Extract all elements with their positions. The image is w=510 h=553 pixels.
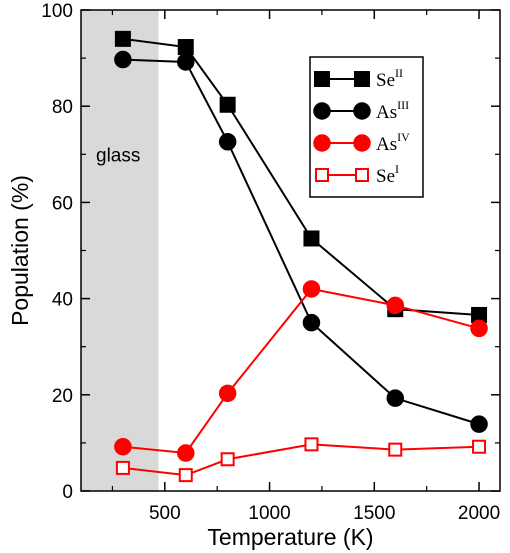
legend-label: SeI bbox=[376, 162, 399, 187]
series-line bbox=[122, 58, 480, 426]
legend-marker bbox=[353, 102, 371, 120]
y-tick-label: 80 bbox=[52, 97, 73, 118]
x-axis-title: Temperature (K) bbox=[207, 524, 373, 550]
legend-label-superscript: I bbox=[395, 162, 399, 176]
data-point bbox=[177, 39, 194, 56]
data-point bbox=[114, 437, 132, 456]
data-point bbox=[114, 50, 132, 69]
data-point bbox=[220, 452, 235, 467]
y-tick-label: 0 bbox=[62, 482, 73, 503]
x-tick-label: 1000 bbox=[248, 503, 290, 524]
legend-entry: AsIV bbox=[313, 130, 410, 155]
legend-marker bbox=[315, 168, 329, 182]
legend-label-superscript: IV bbox=[397, 130, 410, 144]
legend-marker bbox=[355, 168, 369, 182]
legend-marker bbox=[353, 134, 371, 152]
y-tick-label: 100 bbox=[41, 1, 73, 22]
legend-entry: SeI bbox=[315, 162, 399, 187]
legend-marker bbox=[314, 71, 330, 87]
data-point bbox=[470, 319, 488, 338]
y-tick-label: 60 bbox=[52, 193, 73, 214]
data-point bbox=[115, 460, 130, 475]
legend-label-superscript: II bbox=[395, 66, 403, 80]
glass-region-label: glass bbox=[96, 146, 140, 167]
series-line bbox=[122, 37, 480, 316]
data-point bbox=[218, 133, 237, 151]
series-layer bbox=[114, 30, 488, 483]
axes: 500 1000 1500 2000 0 20 40 60 80 100 bbox=[41, 1, 500, 524]
series-2 bbox=[114, 280, 488, 462]
data-point bbox=[386, 296, 404, 315]
glass-region bbox=[81, 10, 159, 491]
data-point bbox=[177, 444, 195, 462]
x-tick-label: 500 bbox=[149, 503, 181, 524]
data-point bbox=[386, 389, 404, 407]
legend-marker bbox=[354, 71, 370, 87]
data-point bbox=[388, 442, 403, 457]
data-point bbox=[470, 415, 488, 433]
data-point bbox=[302, 313, 321, 332]
legend-marker bbox=[313, 102, 331, 120]
legend-label: AsIII bbox=[376, 98, 409, 123]
series-line bbox=[122, 443, 480, 477]
series-3 bbox=[115, 437, 487, 483]
y-tick-label: 20 bbox=[52, 386, 73, 407]
legend-label-superscript: III bbox=[397, 98, 409, 112]
data-point bbox=[302, 280, 321, 298]
data-point bbox=[304, 437, 319, 452]
series-1 bbox=[114, 50, 488, 433]
x-tick-label: 2000 bbox=[458, 503, 500, 524]
legend-entry: AsIII bbox=[313, 98, 409, 123]
legend: SeII AsIII AsIV SeI bbox=[309, 56, 424, 198]
data-point bbox=[472, 439, 487, 454]
y-axis-title: Population (%) bbox=[7, 175, 33, 326]
y-tick-label: 40 bbox=[52, 290, 73, 311]
glass-region-fill bbox=[81, 10, 159, 491]
series-0 bbox=[114, 30, 488, 323]
x-tick-label: 1500 bbox=[353, 503, 395, 524]
legend-entry: SeII bbox=[314, 66, 403, 91]
data-point bbox=[303, 230, 320, 247]
data-point bbox=[178, 468, 193, 483]
data-point bbox=[218, 384, 237, 403]
legend-marker bbox=[313, 134, 331, 152]
series-line bbox=[122, 287, 480, 455]
data-point bbox=[177, 53, 195, 71]
data-point bbox=[219, 96, 236, 113]
data-point bbox=[114, 30, 131, 47]
